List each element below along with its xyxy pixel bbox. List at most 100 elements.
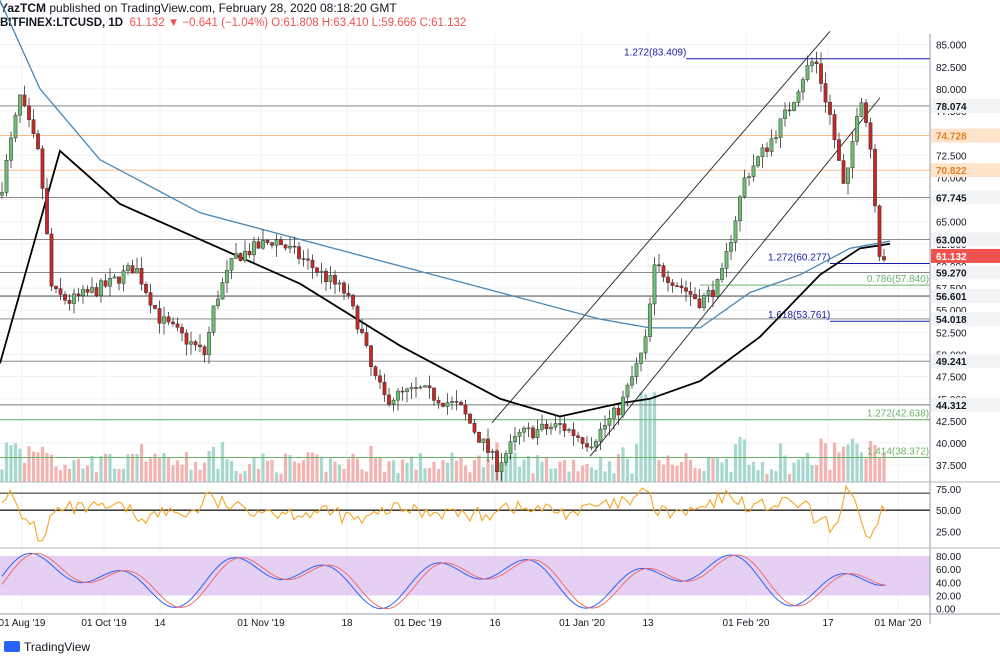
volume-bar bbox=[31, 451, 36, 482]
fib-label: 1.272(60.277) bbox=[768, 253, 830, 264]
candle-body bbox=[49, 233, 54, 287]
candle-body bbox=[342, 282, 346, 294]
volume-bar bbox=[607, 461, 612, 482]
candle-body bbox=[180, 327, 184, 334]
candle-body bbox=[499, 462, 504, 473]
volume-bar bbox=[49, 454, 54, 482]
level-label: 78.074 bbox=[936, 102, 967, 113]
volume-bar bbox=[679, 462, 684, 482]
candle-body bbox=[670, 282, 675, 286]
candle-body bbox=[810, 61, 814, 66]
candle-body bbox=[639, 352, 643, 364]
level-label: 70.822 bbox=[936, 166, 967, 177]
volume-bar bbox=[360, 469, 364, 482]
candle-body bbox=[756, 156, 760, 167]
volume-bar bbox=[139, 444, 144, 482]
level-label: 67.745 bbox=[936, 193, 967, 204]
candle-body bbox=[337, 282, 342, 285]
candle-body bbox=[504, 453, 508, 463]
candle-body bbox=[0, 192, 4, 196]
symbol-label[interactable]: BITFINEX:LTCUSD, 1D bbox=[0, 17, 124, 29]
candle-body bbox=[603, 425, 607, 430]
price-chart[interactable]: 1.272(83.409) 1.272(60.277) 0.786(57.840) 1… bbox=[0, 0, 1000, 640]
candle-body bbox=[22, 94, 27, 106]
volume-bar bbox=[531, 473, 535, 482]
volume-bar bbox=[319, 456, 324, 482]
ohlc-values: 61.132 ▼ −0.641 (−1.04%) O:61.808 H:63.4… bbox=[129, 17, 467, 29]
candle-body bbox=[436, 400, 441, 404]
candle-body bbox=[99, 280, 103, 296]
stoch-tick-label: 20.00 bbox=[936, 592, 961, 603]
time-axis[interactable]: 01 Aug '19 01 Oct '19 14 01 Nov '19 18 01 Dec… bbox=[0, 618, 922, 629]
volume-bar bbox=[324, 471, 328, 482]
volume-bar bbox=[670, 464, 675, 482]
candle-body bbox=[139, 268, 144, 285]
volume-bar bbox=[369, 445, 373, 482]
candle-body bbox=[184, 332, 189, 345]
time-tick-label: 01 Mar '20 bbox=[875, 618, 922, 629]
volume-bar bbox=[711, 457, 715, 482]
volume-bar bbox=[144, 461, 148, 482]
volume-bar bbox=[702, 470, 706, 482]
volume-bar bbox=[171, 465, 175, 482]
level-label-bg bbox=[931, 128, 1000, 143]
volume-bar bbox=[445, 462, 450, 482]
candle-body bbox=[45, 188, 49, 235]
volume-bar bbox=[486, 458, 490, 482]
candle-body bbox=[454, 400, 459, 403]
volume-bar bbox=[202, 462, 207, 482]
volume-bar bbox=[558, 461, 562, 482]
candle-body bbox=[472, 423, 477, 433]
candle-body bbox=[301, 258, 306, 260]
volume-bar bbox=[81, 468, 85, 482]
candle-body bbox=[760, 147, 765, 157]
author-name[interactable]: YazTCM bbox=[0, 1, 47, 15]
candle-body bbox=[544, 423, 549, 430]
stoch-tick-label: 60.00 bbox=[936, 565, 961, 576]
volume-bar bbox=[580, 465, 585, 482]
candle-body bbox=[526, 427, 531, 430]
candle-body bbox=[103, 280, 108, 287]
candle-body bbox=[607, 418, 612, 426]
volume-bar bbox=[693, 467, 697, 482]
time-tick-label: 01 Aug '19 bbox=[0, 618, 46, 629]
price-axis[interactable]: 85.00082.50080.00077.50075.00072.50070.0… bbox=[0, 34, 1000, 624]
candle-body bbox=[715, 279, 720, 298]
volume-bar bbox=[657, 460, 661, 482]
volume-bar bbox=[522, 459, 526, 482]
fib-label: 0.786(57.840) bbox=[867, 274, 929, 285]
volume-bar bbox=[576, 471, 580, 482]
candle-body bbox=[31, 119, 36, 134]
fib-label: 1.272(83.409) bbox=[624, 48, 686, 59]
candle-body bbox=[292, 245, 297, 248]
candle-body bbox=[355, 305, 360, 330]
candle-body bbox=[679, 285, 684, 289]
volume-bar bbox=[351, 453, 355, 482]
candle-body bbox=[400, 390, 405, 393]
volume-bar bbox=[387, 461, 391, 482]
volume-bar bbox=[652, 392, 657, 482]
candle-body bbox=[481, 438, 486, 443]
candle-body bbox=[612, 407, 616, 419]
volume-bar bbox=[189, 469, 193, 482]
volume-bar bbox=[634, 443, 639, 482]
candle-body bbox=[549, 426, 553, 430]
stoch-band bbox=[0, 555, 930, 596]
volume-bar bbox=[391, 460, 396, 482]
candle-body bbox=[373, 366, 378, 377]
candle-body bbox=[360, 328, 364, 333]
volume-bar bbox=[751, 461, 756, 482]
candle-body bbox=[315, 267, 319, 273]
volume-bar bbox=[594, 469, 598, 482]
candlesticks bbox=[0, 51, 886, 482]
candle-body bbox=[711, 289, 715, 298]
candle-body bbox=[747, 176, 751, 179]
stoch-tick-label: 40.00 bbox=[936, 578, 961, 589]
volume-bar bbox=[162, 453, 166, 482]
tradingview-logo[interactable]: TradingView bbox=[4, 640, 90, 654]
candle-body bbox=[265, 240, 270, 243]
volume-bar bbox=[769, 469, 774, 482]
volume-bar bbox=[666, 455, 670, 482]
volume-bar bbox=[553, 468, 558, 482]
level-label-bg bbox=[931, 354, 1000, 369]
